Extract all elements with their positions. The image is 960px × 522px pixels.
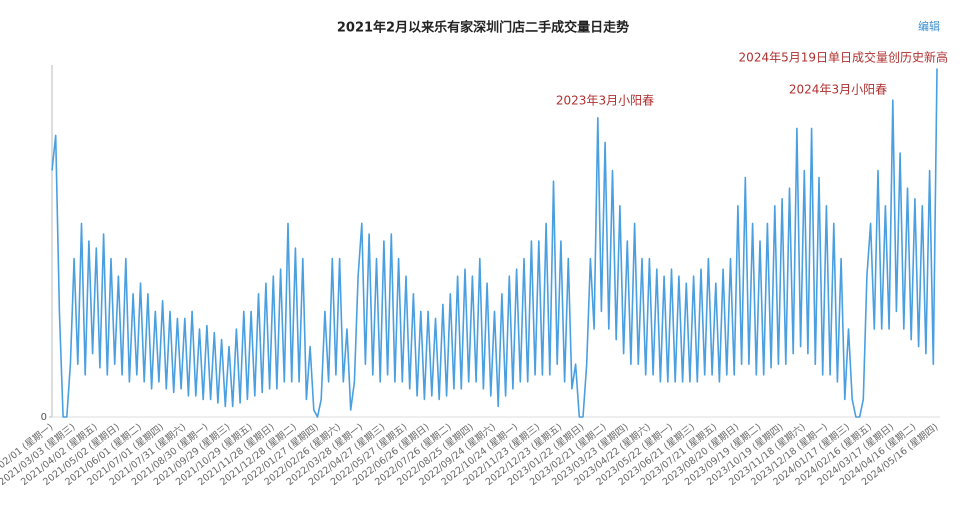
edit-link[interactable]: 编辑 bbox=[918, 19, 940, 33]
annotation: 2023年3月小阳春 bbox=[556, 94, 654, 108]
y-tick-label: 0 bbox=[41, 412, 47, 423]
annotation: 2024年5月19日单日成交量创历史新高 bbox=[739, 50, 948, 65]
data-line bbox=[51, 68, 938, 418]
chart-title: 2021年2月以来乐有家深圳门店二手成交量日走势 bbox=[337, 20, 629, 36]
annotation: 2024年3月小阳春 bbox=[789, 83, 887, 97]
